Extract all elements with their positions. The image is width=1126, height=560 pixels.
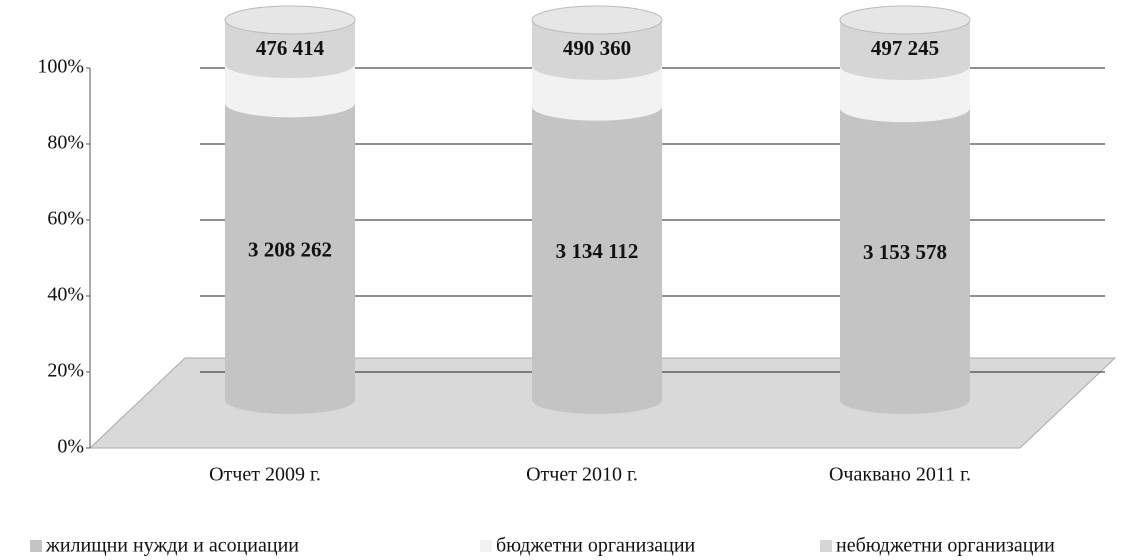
data-label: 476 414 — [256, 36, 325, 60]
legend-label: бюджетни организации — [496, 535, 696, 557]
data-label: 490 360 — [563, 36, 631, 60]
bar — [532, 106, 662, 400]
legend-label: небюджетни организации — [836, 535, 1055, 557]
y-tick-label: 100% — [37, 56, 84, 78]
x-tick-label: Отчет 2010 г. — [526, 464, 638, 486]
bar — [840, 108, 970, 400]
cylinder-cap — [531, 5, 663, 35]
legend-swatch — [820, 540, 832, 552]
cylinder-cap — [839, 5, 971, 35]
y-tick-label: 20% — [47, 360, 84, 382]
legend-swatch — [30, 540, 42, 552]
legend-swatch — [480, 540, 492, 552]
data-label: 497 245 — [871, 36, 939, 60]
x-tick-label: Очаквано 2011 г. — [829, 464, 971, 486]
bar — [225, 103, 355, 401]
y-tick-label: 40% — [47, 284, 84, 306]
data-label: 3 208 262 — [248, 237, 332, 261]
data-label: 3 153 578 — [863, 240, 947, 264]
y-tick-label: 0% — [57, 436, 84, 458]
data-label: 3 134 112 — [556, 239, 639, 263]
y-tick-label: 80% — [47, 132, 84, 154]
cylinder-cap — [224, 5, 356, 35]
legend-label: жилищни нужди и асоциации — [45, 535, 299, 557]
x-tick-label: Отчет 2009 г. — [209, 464, 321, 486]
y-tick-label: 60% — [47, 208, 84, 230]
